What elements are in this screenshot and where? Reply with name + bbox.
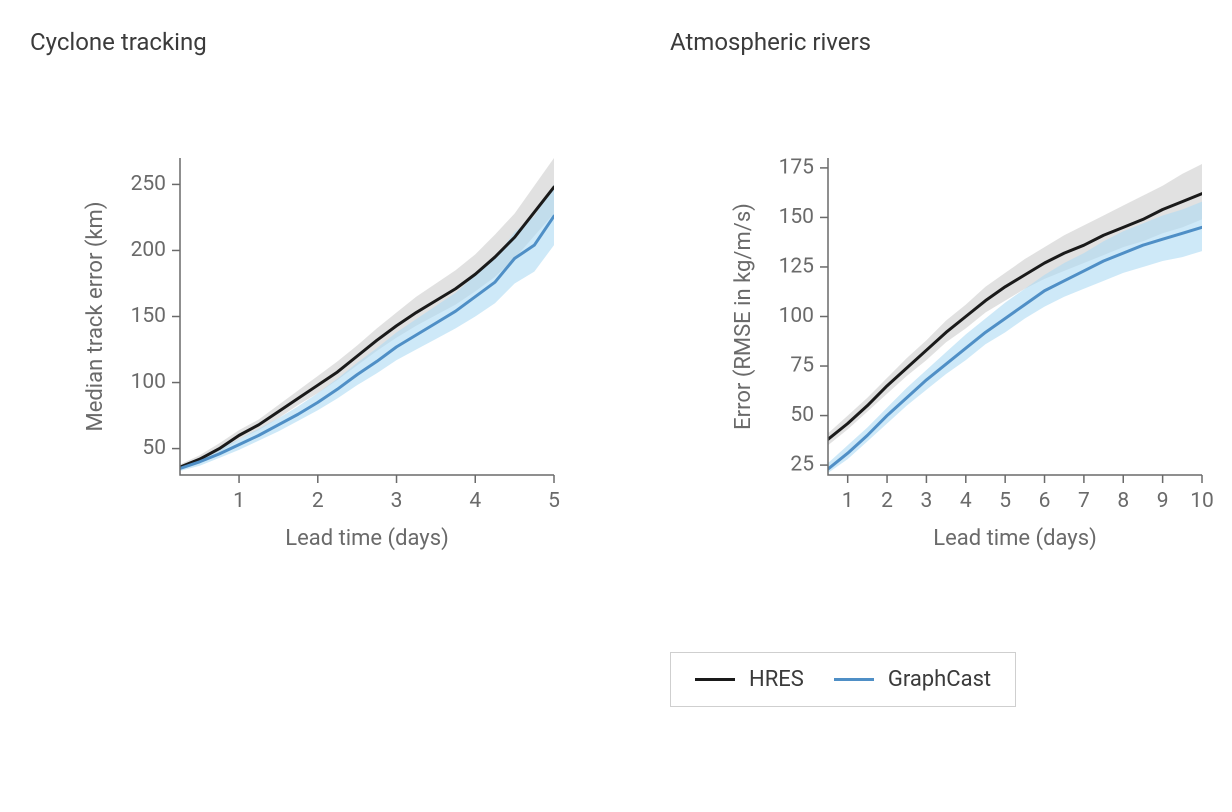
x-tick-label: 3	[921, 489, 933, 513]
panel-right: 25 50 75 100 125 150 175 1 2 3 4 5 6 7 8 9 10 Error (RMSE…	[731, 155, 1214, 551]
x-tick-label: 2	[881, 489, 893, 513]
legend-label-hres: HRES	[749, 667, 804, 692]
x-tick-label: 1	[842, 489, 854, 513]
graphcast-band	[180, 184, 554, 471]
x-axis-label: Lead time (days)	[933, 526, 1096, 551]
hres-line	[180, 187, 554, 467]
y-tick-label: 250	[131, 172, 166, 196]
legend-label-graphcast: GraphCast	[888, 667, 991, 692]
y-tick-label: 150	[131, 304, 166, 328]
x-tick-label: 6	[1039, 489, 1051, 513]
legend: HRES GraphCast	[670, 652, 1016, 707]
y-tick-label: 100	[779, 304, 814, 328]
x-tick-label: 5	[548, 489, 560, 513]
panel-left: 50 100 150 200 250 1 2 3 4 5 Median track error (k…	[83, 158, 560, 551]
y-axis-label: Median track error (km)	[83, 202, 108, 432]
y-tick-label: 125	[779, 255, 814, 279]
y-tick-label: 100	[131, 370, 166, 394]
graphcast-band	[828, 202, 1202, 473]
y-tick-label: 175	[779, 155, 814, 179]
y-tick-label: 75	[790, 354, 814, 378]
x-axis-label: Lead time (days)	[285, 526, 448, 551]
x-tick-label: 7	[1078, 489, 1090, 513]
y-tick-label: 150	[779, 205, 814, 229]
axis-frame	[180, 158, 554, 475]
x-tick-label: 5	[999, 489, 1011, 513]
x-tick-label: 9	[1157, 489, 1169, 513]
legend-swatch-hres	[695, 678, 735, 681]
figure-svg: 5010015020025012345Median track error (k…	[0, 0, 1232, 812]
x-tick-label: 8	[1117, 489, 1129, 513]
x-tick-label: 3	[391, 489, 403, 513]
legend-item-graphcast: GraphCast	[834, 667, 991, 692]
x-tick-label: 10	[1190, 489, 1214, 513]
legend-item-hres: HRES	[695, 667, 804, 692]
x-tick-label: 4	[469, 489, 481, 513]
x-tick-label: 1	[233, 489, 245, 513]
y-tick-label: 25	[790, 453, 814, 477]
y-tick-label: 50	[790, 403, 814, 427]
x-tick-label: 4	[960, 489, 972, 513]
hres-band	[180, 158, 554, 470]
figure-page: { "colors": { "background": "#ffffff", "…	[0, 0, 1232, 812]
x-tick-label: 2	[312, 489, 324, 513]
legend-swatch-graphcast	[834, 678, 874, 681]
y-tick-label: 200	[131, 238, 166, 262]
y-axis-label: Error (RMSE in kg/m/s)	[731, 203, 756, 430]
y-tick-label: 50	[142, 436, 166, 460]
